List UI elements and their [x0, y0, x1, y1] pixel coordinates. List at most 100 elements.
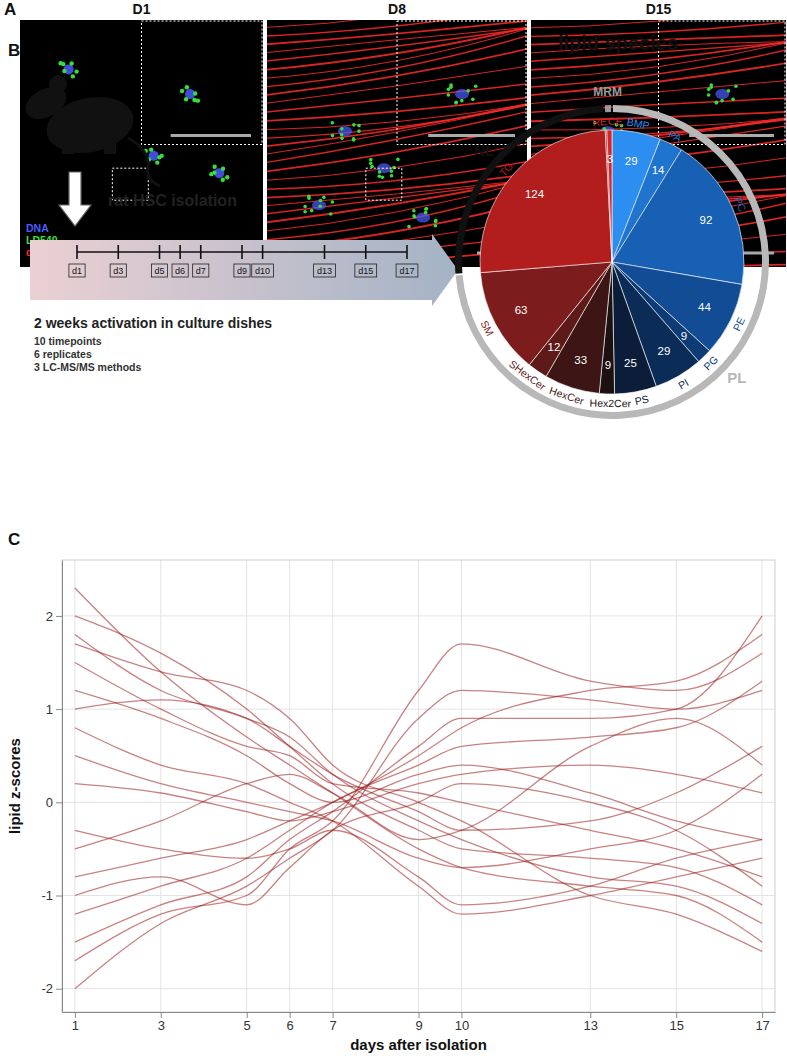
tick-label: 1	[46, 702, 53, 717]
lipid-droplet	[319, 199, 323, 203]
series-line	[75, 616, 762, 942]
tick-mark	[290, 1012, 291, 1018]
axis-line	[62, 561, 63, 1013]
lipid-droplet	[434, 224, 438, 228]
lipid-droplet	[357, 129, 361, 133]
tick-label: 9	[415, 1018, 422, 1033]
timepoint-box	[110, 264, 126, 277]
timepoint-box	[355, 264, 377, 277]
tick-label: 2	[46, 609, 53, 624]
inset-frame	[397, 21, 526, 145]
series-line	[75, 644, 762, 961]
tick-mark	[676, 1012, 677, 1018]
lipid-droplet	[460, 99, 464, 103]
tick-label: 0	[46, 795, 53, 810]
tick: 3	[158, 1012, 165, 1033]
grid-line	[676, 560, 677, 1012]
grid-line	[246, 560, 247, 1012]
series-line	[75, 616, 762, 905]
series-line	[75, 644, 762, 952]
lipid-droplet	[352, 123, 356, 127]
tick-label: 6	[287, 1018, 294, 1033]
lipid-droplet	[193, 91, 197, 95]
lipid-droplet	[369, 161, 373, 165]
timepoint-box	[252, 264, 274, 277]
lipid-droplet	[390, 174, 394, 178]
lipid-droplet	[331, 200, 335, 204]
group-ring	[455, 105, 603, 273]
tick-mark	[56, 709, 62, 710]
lipid-droplet	[180, 89, 184, 93]
series-line	[75, 830, 762, 905]
group-label: NL	[474, 141, 494, 158]
lipid-droplet	[329, 212, 333, 216]
category-label: PS	[634, 392, 650, 407]
timepoint-box	[396, 264, 418, 277]
lipid-droplet	[390, 169, 394, 173]
lipid-droplet	[378, 170, 382, 174]
timepoint-label: d17	[399, 266, 414, 276]
tick: 2	[46, 609, 62, 624]
lipid-droplet	[307, 196, 311, 200]
tick-mark	[461, 1012, 462, 1018]
lipid-droplet	[474, 84, 478, 88]
tick: 6	[287, 1012, 294, 1033]
tick-mark	[333, 1012, 334, 1018]
group-ring	[605, 105, 611, 112]
grid-line	[62, 615, 775, 616]
category-label: RE	[592, 115, 608, 128]
data-label: 9	[605, 359, 611, 371]
timeline-tick	[200, 245, 202, 259]
pie-slice	[480, 262, 612, 365]
data-label: 3	[607, 153, 613, 165]
lipid-droplet	[58, 61, 62, 65]
lipid-droplet	[424, 211, 428, 215]
timepoint-label: d6	[175, 266, 185, 276]
scale-bar	[171, 134, 251, 137]
tick-mark	[247, 1012, 248, 1018]
panel-label: A	[4, 0, 16, 19]
tick: 17	[755, 1012, 769, 1033]
lipid-droplet	[318, 204, 322, 208]
lipid-droplet	[466, 89, 470, 93]
panel-label: B	[8, 41, 20, 60]
lipid-droplet	[303, 210, 307, 214]
group-label: PL	[727, 369, 746, 386]
tick-label: 7	[329, 1018, 336, 1033]
grid-line	[160, 560, 161, 1012]
x-axis: 13567910131517	[63, 1012, 776, 1033]
tick-label: 1	[72, 1018, 79, 1033]
lipid-droplet	[225, 175, 229, 179]
actin-fiber	[267, 180, 527, 215]
tick: 15	[669, 1012, 683, 1033]
lipid-droplet	[331, 121, 335, 125]
category-label: PE	[730, 315, 747, 333]
lipid-droplet	[352, 137, 356, 141]
tick-mark	[56, 802, 62, 803]
lipid-droplet	[331, 134, 335, 138]
tick: -1	[41, 888, 62, 903]
image-frame	[20, 20, 263, 267]
group-label: MRM	[593, 85, 622, 99]
tick-label: 5	[244, 1018, 251, 1033]
lipid-droplet	[157, 155, 161, 159]
lipid-droplet	[392, 166, 396, 170]
lipid-droplet	[155, 160, 159, 164]
category-label: SM	[478, 318, 496, 338]
timepoint-box	[193, 264, 209, 277]
lipid-droplet	[340, 133, 344, 137]
lipid-droplet	[412, 209, 416, 213]
lipid-droplet	[221, 167, 225, 171]
timepoint-box	[69, 264, 85, 277]
series-line	[75, 728, 762, 914]
timeline-tick	[262, 245, 264, 259]
tick-mark	[75, 1012, 76, 1018]
lipid-droplet	[454, 101, 458, 105]
tick: -2	[41, 981, 62, 996]
tick: 9	[415, 1012, 422, 1033]
grid-line	[461, 560, 462, 1012]
timeline-detail: 10 timepoints	[34, 335, 102, 347]
timeline-detail: 6 replicates	[34, 348, 92, 360]
panel-label: C	[8, 530, 20, 549]
timeline-tick	[365, 245, 367, 259]
